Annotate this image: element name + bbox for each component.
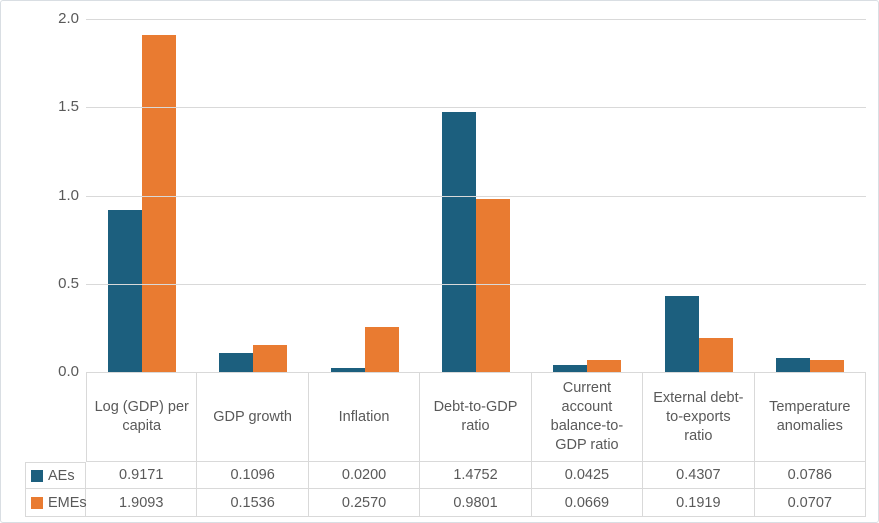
bar-aes: [107, 210, 142, 372]
gridline: [86, 19, 866, 20]
value-cell: 0.0786: [754, 462, 866, 489]
bar-aes: [664, 295, 699, 372]
bar-group: [309, 19, 420, 372]
data-table: Log (GDP) per capita GDP growth Inflation D…: [25, 372, 866, 517]
value-cell: 0.4307: [643, 462, 755, 489]
gridline: [86, 195, 866, 197]
y-tick-label: 0.0: [58, 363, 79, 380]
legend-swatch-emes: [31, 496, 43, 509]
bar-group: [532, 19, 643, 372]
legend-label: EMEs: [48, 494, 87, 511]
value-cell: 0.1096: [197, 462, 309, 489]
table-header-cell: Temperature anomalies: [754, 372, 866, 462]
value-cell: 0.1919: [643, 489, 755, 517]
bar-emes: [253, 344, 288, 372]
value-cell: 0.2570: [308, 489, 421, 517]
bar-aes: [219, 352, 254, 372]
table-header-cell: External debt-to-exports ratio: [643, 372, 755, 462]
bar-aes: [553, 364, 588, 372]
bar-emes: [364, 326, 399, 372]
bar-emes: [587, 360, 622, 372]
y-tick-label: 1.5: [58, 98, 79, 116]
bar-group: [86, 19, 197, 372]
plot-area: [86, 19, 866, 372]
value-cell: 0.0200: [308, 462, 421, 489]
legend-label: AEs: [48, 467, 75, 484]
y-tick-label: 0.5: [58, 274, 79, 292]
bar-aes: [330, 368, 365, 372]
bar-group: [755, 19, 866, 372]
bar-group: [420, 19, 531, 372]
table-header-cell: Current account balance-to-GDP ratio: [531, 372, 644, 462]
bar-emes: [698, 338, 733, 372]
table-header-cell: Log (GDP) per capita: [86, 372, 198, 462]
value-cell: 0.9801: [420, 489, 532, 517]
bar-emes: [141, 35, 176, 372]
bar-group: [643, 19, 754, 372]
value-cell: 0.1536: [197, 489, 309, 517]
table-header-cell: Debt-to-GDP ratio: [420, 372, 532, 462]
gridline: [86, 283, 866, 285]
value-cell: 0.0669: [531, 489, 644, 517]
table-header-cell: Inflation: [308, 372, 421, 462]
legend-cell: AEs: [25, 462, 86, 489]
bar-emes: [810, 359, 845, 372]
legend-swatch-aes: [31, 469, 43, 482]
bar-group: [197, 19, 308, 372]
gridline: [86, 107, 866, 109]
bar-emes: [475, 199, 510, 372]
value-cell: 0.0707: [754, 489, 866, 517]
legend-cell: EMEs: [25, 489, 87, 517]
y-tick-label: 1.0: [58, 186, 79, 204]
value-cell: 0.9171: [86, 462, 198, 489]
y-tick-label: 2.0: [58, 10, 79, 27]
bar-aes: [441, 111, 476, 372]
value-cell: 1.9093: [86, 489, 198, 517]
bar-aes: [776, 358, 811, 372]
value-cell: 1.4752: [420, 462, 532, 489]
value-cell: 0.0425: [531, 462, 644, 489]
table-header-cell: GDP growth: [197, 372, 309, 462]
